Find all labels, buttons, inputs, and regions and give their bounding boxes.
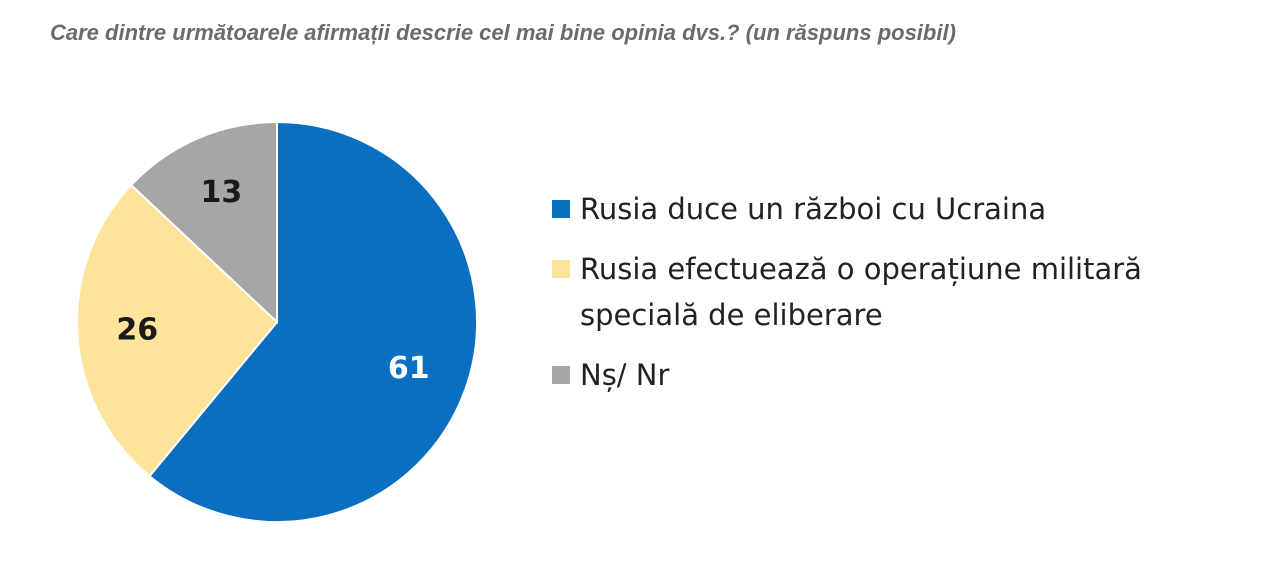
data-label: 13 (201, 175, 243, 210)
legend-swatch (552, 200, 570, 218)
legend-item: Nș/ Nr (552, 352, 1212, 398)
legend-item: Rusia efectuează o operațiune militară s… (552, 246, 1212, 338)
legend-swatch (552, 366, 570, 384)
legend-label: Rusia duce un război cu Ucraina (580, 192, 1047, 226)
legend-item: Rusia duce un război cu Ucraina (552, 186, 1212, 232)
chart-title: Care dintre următoarele afirmații descri… (50, 20, 956, 45)
data-label: 26 (116, 312, 158, 347)
data-label: 61 (388, 351, 430, 386)
pie-slice (129, 120, 278, 325)
legend: Rusia duce un război cu Ucraina Rusia efe… (552, 186, 1212, 412)
legend-label: Nș/ Nr (580, 358, 670, 392)
pie-slice (148, 120, 478, 523)
pie-slice (76, 183, 279, 478)
legend-swatch (552, 260, 570, 278)
pie-chart: 61 26 13 (76, 120, 478, 523)
legend-label: Rusia efectuează o operațiune militară s… (580, 252, 1142, 332)
